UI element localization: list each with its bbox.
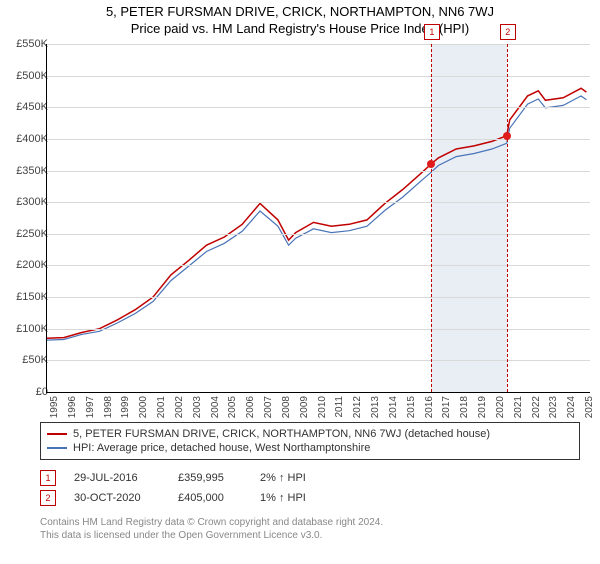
series-line: [46, 88, 586, 338]
footer-attribution: Contains HM Land Registry data © Crown c…: [40, 516, 580, 542]
y-tick-label: £300K: [16, 196, 48, 208]
y-tick-label: £250K: [16, 228, 48, 240]
trade-pct: 1% ↑ HPI: [260, 492, 306, 504]
gridline: [46, 360, 590, 361]
trade-rows: 1 29-JUL-2016 £359,995 2% ↑ HPI 2 30-OCT-2020…: [40, 468, 580, 508]
trade-row: 1 29-JUL-2016 £359,995 2% ↑ HPI: [40, 468, 580, 488]
trade-date: 30-OCT-2020: [74, 492, 160, 504]
footer-line-2: This data is licensed under the Open Gov…: [40, 529, 580, 542]
y-tick-label: £350K: [16, 165, 48, 177]
trade-badge: 2: [40, 490, 56, 506]
marker-badge: 2: [500, 24, 516, 40]
y-tick-label: £450K: [16, 101, 48, 113]
marker-dash: [507, 44, 508, 392]
footer-line-1: Contains HM Land Registry data © Crown c…: [40, 516, 580, 529]
legend-swatch: [47, 447, 67, 449]
gridline: [46, 297, 590, 298]
gridline: [46, 202, 590, 203]
trade-badge: 1: [40, 470, 56, 486]
legend-row: 5, PETER FURSMAN DRIVE, CRICK, NORTHAMPT…: [47, 427, 573, 441]
y-tick-label: £150K: [16, 291, 48, 303]
chart-title: 5, PETER FURSMAN DRIVE, CRICK, NORTHAMPT…: [0, 4, 600, 19]
trade-pct: 2% ↑ HPI: [260, 472, 306, 484]
y-tick-label: £50K: [22, 354, 48, 366]
price-point-dot: [427, 160, 435, 168]
legend-label: HPI: Average price, detached house, West…: [73, 442, 370, 454]
y-tick-label: £500K: [16, 70, 48, 82]
gridline: [46, 107, 590, 108]
legend-row: HPI: Average price, detached house, West…: [47, 441, 573, 455]
y-tick-label: £400K: [16, 133, 48, 145]
marker-badge: 1: [424, 24, 440, 40]
trade-row: 2 30-OCT-2020 £405,000 1% ↑ HPI: [40, 488, 580, 508]
gridline: [46, 329, 590, 330]
x-tick-label: 2025: [584, 396, 600, 418]
y-tick-label: £550K: [16, 38, 48, 50]
marker-dash: [431, 44, 432, 392]
legend-swatch: [47, 433, 67, 435]
y-tick-label: £100K: [16, 323, 48, 335]
y-tick-label: £200K: [16, 259, 48, 271]
plot-area: [46, 44, 590, 392]
gridline: [46, 76, 590, 77]
trade-price: £359,995: [178, 472, 242, 484]
trade-date: 29-JUL-2016: [74, 472, 160, 484]
gridline: [46, 171, 590, 172]
legend-label: 5, PETER FURSMAN DRIVE, CRICK, NORTHAMPT…: [73, 428, 490, 440]
price-point-dot: [503, 132, 511, 140]
chart-area: £0£50K£100K£150K£200K£250K£300K£350K£400…: [40, 44, 600, 414]
legend-box: 5, PETER FURSMAN DRIVE, CRICK, NORTHAMPT…: [40, 422, 580, 460]
gridline: [46, 265, 590, 266]
gridline: [46, 44, 590, 45]
gridline: [46, 234, 590, 235]
trade-price: £405,000: [178, 492, 242, 504]
